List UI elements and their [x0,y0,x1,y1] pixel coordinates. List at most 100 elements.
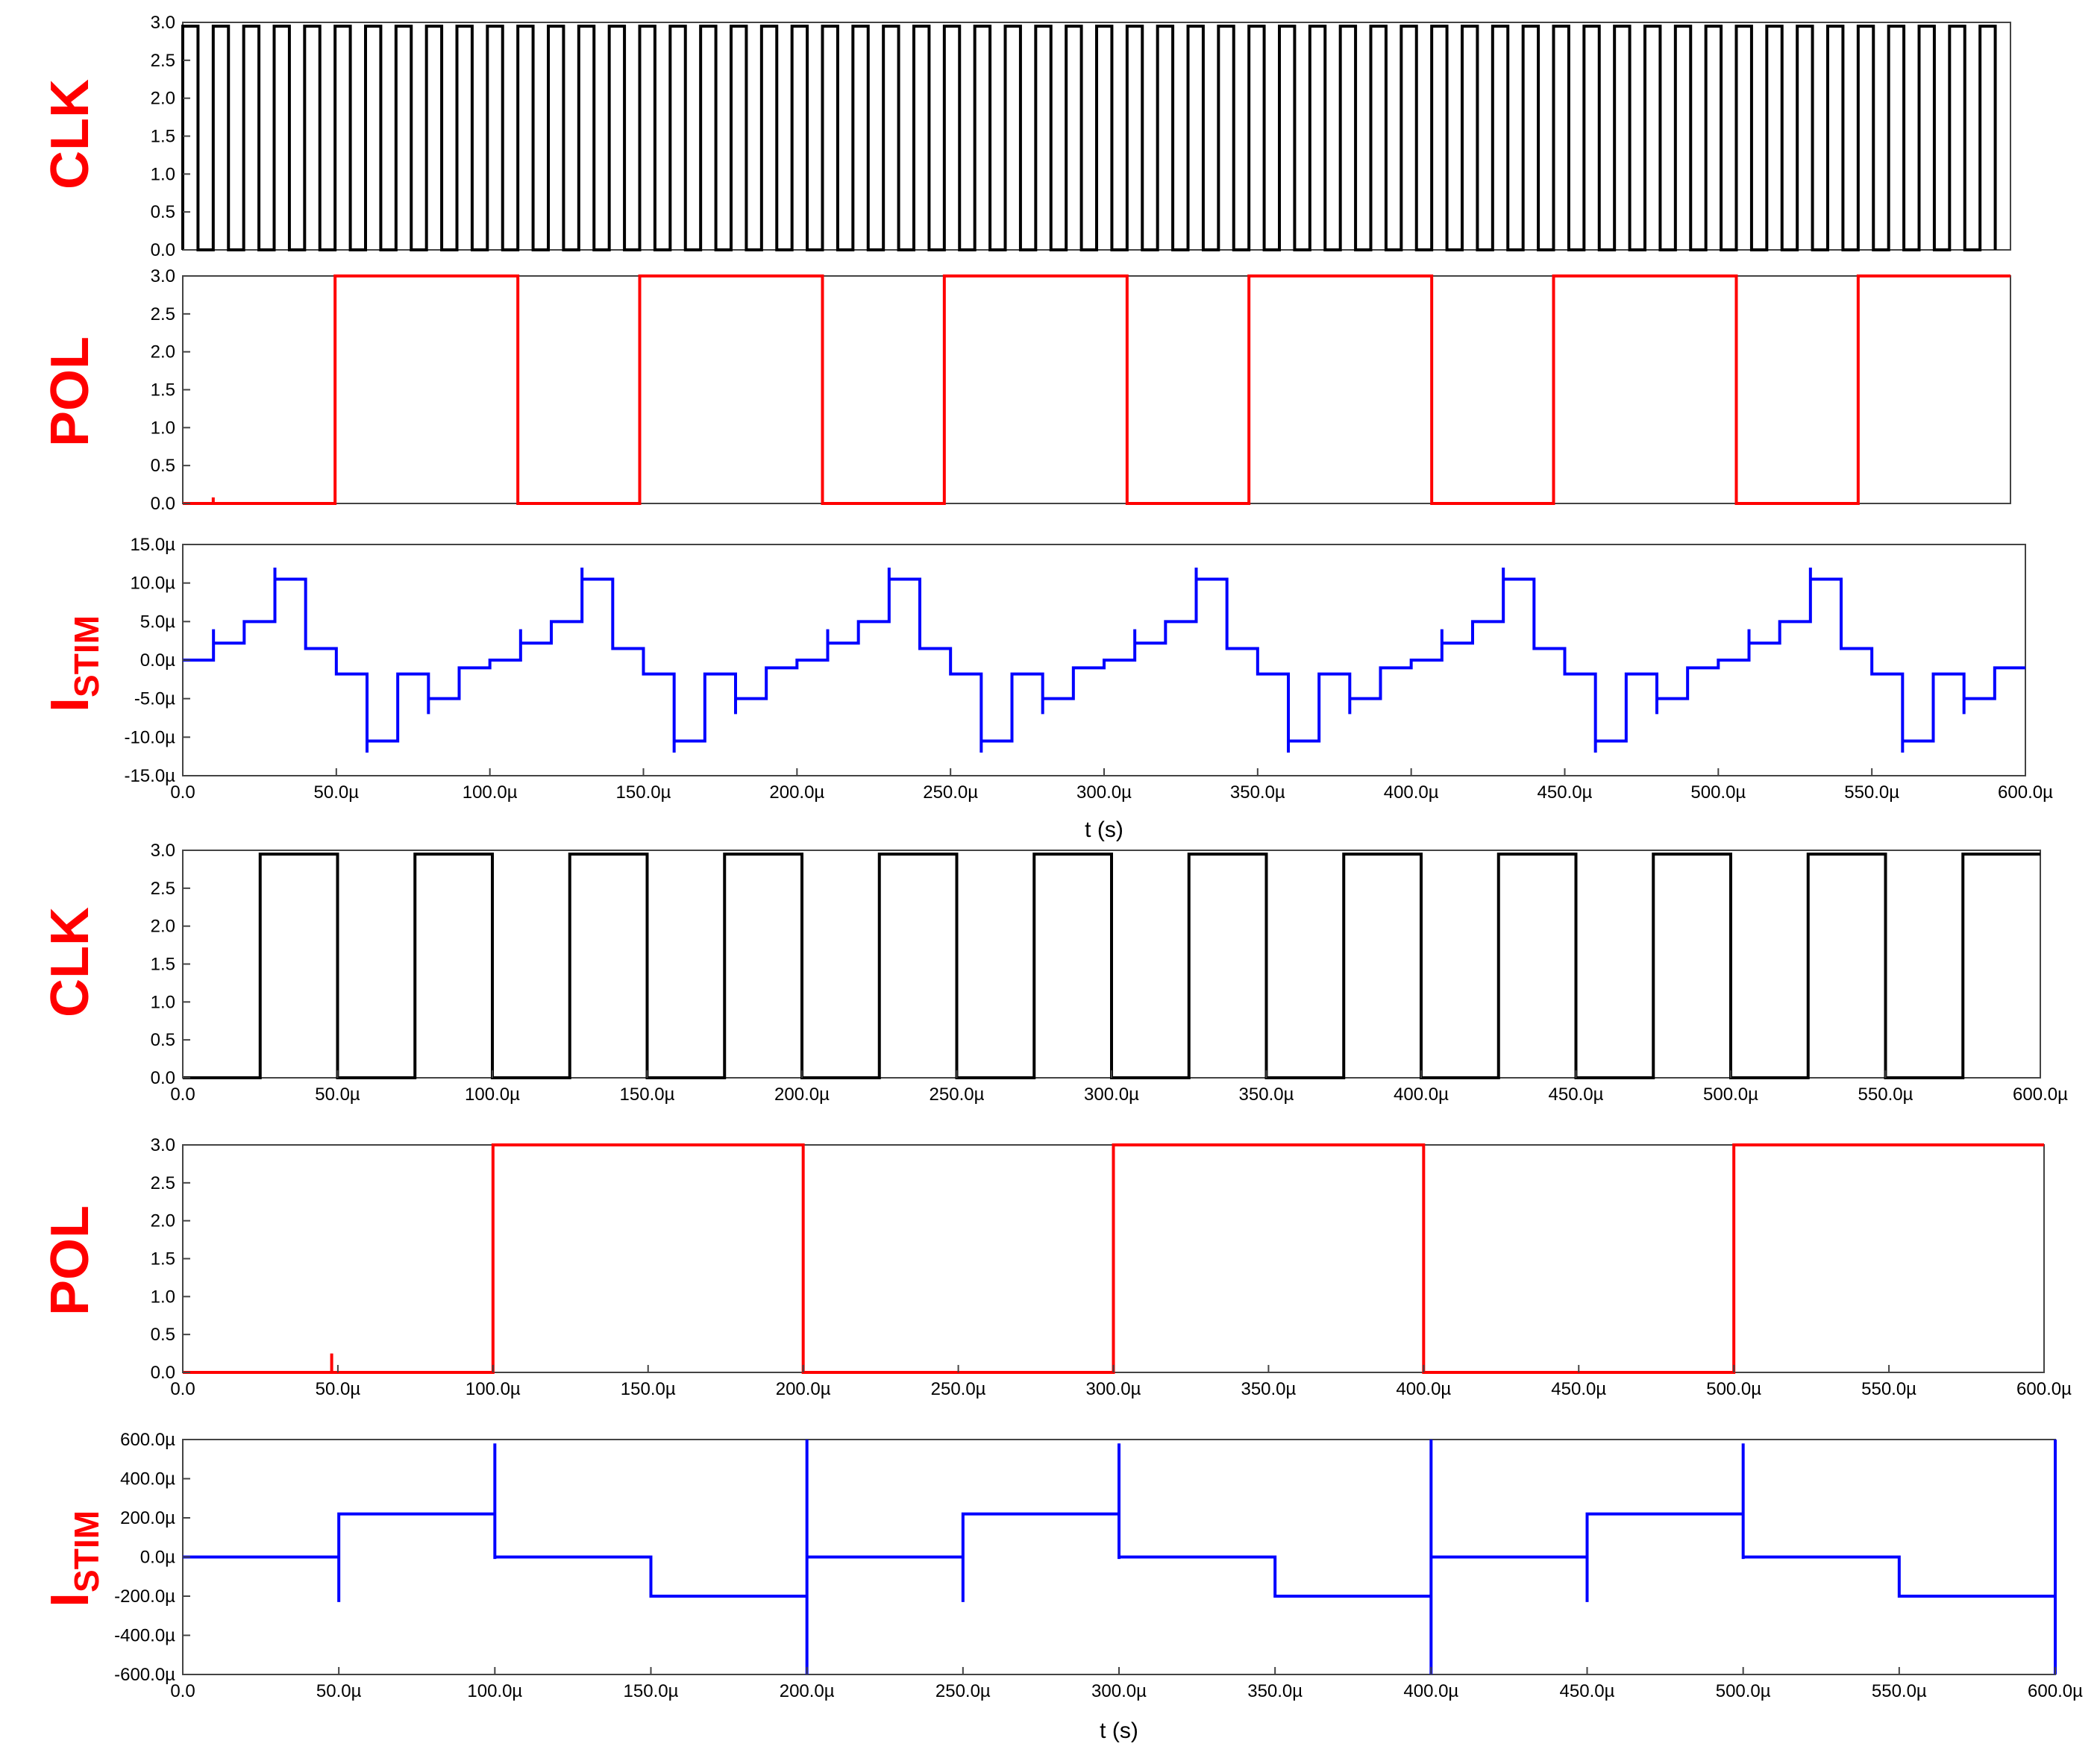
panel-a-pol-y-ticks: 0.0 0.5 1.0 1.5 2.0 2.5 3.0 [151,266,190,514]
x-tick-label: 50.0µ [315,1084,360,1105]
y-tick-label: 2.5 [151,879,175,899]
y-tick-label: 2.0 [151,89,175,109]
panel-b-clk-ylabel: CLK [40,907,100,1017]
y-tick-label: 2.5 [151,304,175,324]
panel-a-istim-x-ticks: 0.0 50.0µ 100.0µ 150.0µ 200.0µ 250.0µ 300.0µ 35… [170,768,2053,803]
y-tick-label: -15.0µ [124,766,175,786]
x-tick-label: 100.0µ [467,1681,522,1701]
x-tick-label: 150.0µ [620,1084,675,1105]
x-tick-label: 300.0µ [1076,782,1132,803]
x-tick-label: 200.0µ [774,1084,830,1105]
y-tick-label: 0.5 [151,456,175,476]
panel-a-pol-series-line [183,274,2010,505]
x-tick-label: 200.0µ [776,1379,831,1399]
y-tick-label: 1.0 [151,992,175,1012]
x-tick-label: 450.0µ [1551,1379,1606,1399]
y-tick-label: 0.0 [151,1068,175,1088]
panel-b-clk-x-ticks: 0.0 50.0µ 100.0µ 150.0µ 200.0µ 250.0µ 300.0µ 35… [170,1070,2068,1105]
y-tick-label: 3.0 [151,266,175,286]
x-tick-label: 450.0µ [1549,1084,1604,1105]
y-tick-label: 1.0 [151,418,175,438]
x-tick-label: 250.0µ [923,782,978,803]
panel-b-istim-ylabel-sub: STIM [67,1510,106,1592]
x-tick-label: 150.0µ [616,782,671,803]
x-tick-label: 300.0µ [1091,1681,1147,1701]
x-tick-label: 100.0µ [466,1379,521,1399]
panel-b-istim: ISTIM -600.0µ -400.0µ -200.0µ 0.0µ 200.0µ 400… [40,1430,2083,1743]
x-tick-label: 500.0µ [1703,1084,1758,1105]
y-tick-label: 0.5 [151,1030,175,1050]
y-tick-label: 0.0 [151,240,175,260]
x-tick-label: 0.0 [170,782,195,803]
panel-b-clk-y-ticks: 0.0 0.5 1.0 1.5 2.0 2.5 3.0 [151,841,190,1088]
x-tick-label: 400.0µ [1394,1084,1449,1105]
x-tick-label: 50.0µ [314,782,360,803]
y-tick-label: 1.5 [151,380,175,401]
x-tick-label: 600.0µ [2016,1379,2072,1399]
panel-b-pol-series-line [183,1143,2044,1374]
y-tick-label: -10.0µ [124,727,175,747]
panel-b-istim-series-line [183,1440,2057,1674]
x-tick-label: 0.0 [170,1084,195,1105]
x-tick-label: 300.0µ [1084,1084,1139,1105]
panel-b-istim-xlabel: t (s) [1100,1718,1138,1743]
y-tick-label: 3.0 [151,1135,175,1155]
x-tick-label: 350.0µ [1239,1084,1294,1105]
x-tick-label: 450.0µ [1560,1681,1615,1701]
x-tick-label: 600.0µ [2013,1084,2068,1105]
panel-a-pol-ylabel: POL [40,336,100,447]
y-tick-label: 0.5 [151,202,175,222]
panel-a-istim: ISTIM -15.0µ -10.0µ -5.0µ 0.0µ 5.0µ 10.0µ 15.0… [40,535,2053,842]
x-tick-label: 500.0µ [1716,1681,1771,1701]
panel-a-istim-ylabel-main: I [40,697,100,712]
x-tick-label: 50.0µ [316,1379,361,1399]
x-tick-label: 50.0µ [316,1681,362,1701]
y-tick-label: 0.0µ [140,650,175,671]
y-tick-label: 400.0µ [120,1469,175,1490]
x-tick-label: 400.0µ [1396,1379,1451,1399]
panel-b-pol-ylabel: POL [40,1205,100,1316]
x-tick-label: 250.0µ [931,1379,986,1399]
y-tick-label: 2.5 [151,1173,175,1193]
x-tick-label: 100.0µ [463,782,518,803]
x-tick-label: 100.0µ [465,1084,520,1105]
y-tick-label: -400.0µ [114,1626,175,1646]
y-tick-label: 3.0 [151,841,175,861]
x-tick-label: 150.0µ [624,1681,679,1701]
x-tick-label: 0.0 [170,1379,195,1399]
panel-a-clk: CLK 0.0 0.5 1.0 1.5 2.0 2.5 3.0 [40,13,2011,260]
y-tick-label: 2.0 [151,342,175,362]
panel-b-istim-ylabel-main: I [40,1592,100,1607]
x-tick-label: 550.0µ [1858,1084,1913,1105]
panel-a-istim-ylabel: ISTIM [40,615,106,712]
x-tick-label: 500.0µ [1690,782,1746,803]
panel-a-istim-series-line [183,568,2025,753]
y-tick-label: 600.0µ [120,1430,175,1450]
y-tick-label: 2.0 [151,1211,175,1231]
x-tick-label: 300.0µ [1086,1379,1141,1399]
panel-b-istim-y-ticks: -600.0µ -400.0µ -200.0µ 0.0µ 200.0µ 400.0µ 600… [114,1430,190,1685]
x-tick-label: 400.0µ [1384,782,1439,803]
x-tick-label: 150.0µ [621,1379,676,1399]
panel-a-istim-xlabel: t (s) [1085,817,1123,842]
x-tick-label: 350.0µ [1230,782,1285,803]
y-tick-label: 3.0 [151,13,175,33]
panel-b-istim-ylabel: ISTIM [40,1510,106,1607]
x-tick-label: 250.0µ [935,1681,991,1701]
panel-a-pol: POL 0.0 0.5 1.0 1.5 2.0 2.5 3.0 [40,266,2011,514]
panel-b-pol-y-ticks: 0.0 0.5 1.0 1.5 2.0 2.5 3.0 [151,1135,190,1383]
x-tick-label: 250.0µ [930,1084,985,1105]
x-tick-label: 400.0µ [1403,1681,1458,1701]
panel-b-clk-series-line [183,853,2040,1079]
y-tick-label: 0.0 [151,1363,175,1383]
panel-a-istim-ylabel-sub: STIM [67,615,106,697]
y-tick-label: 15.0µ [130,535,175,555]
panel-a-istim-y-ticks: -15.0µ -10.0µ -5.0µ 0.0µ 5.0µ 10.0µ 15.0µ [124,535,190,786]
y-tick-label: 1.0 [151,164,175,184]
x-tick-label: 550.0µ [1872,1681,1927,1701]
panel-b-pol-x-ticks: 0.0 50.0µ 100.0µ 150.0µ 200.0µ 250.0µ 300.0µ 35… [170,1365,2072,1399]
x-tick-label: 450.0µ [1538,782,1593,803]
y-tick-label: 0.0µ [140,1548,175,1568]
x-tick-label: 600.0µ [2028,1681,2083,1701]
y-tick-label: 0.5 [151,1325,175,1345]
